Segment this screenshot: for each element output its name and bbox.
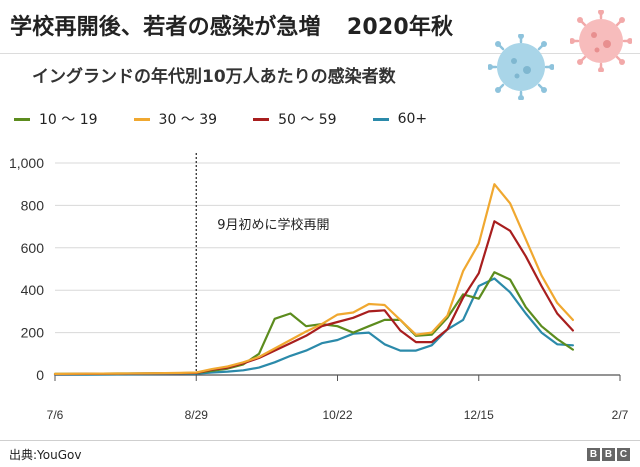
x-tick-label: 12/15 [464, 408, 494, 422]
legend-swatch-60plus [372, 117, 389, 121]
footer-divider [0, 440, 640, 441]
series-line [53, 277, 575, 376]
legend-item-30-39: 30 〜 39 [133, 109, 218, 129]
legend-item-60plus: 60+ [372, 111, 428, 127]
legend-item-50-59: 50 〜 59 [253, 109, 337, 129]
chart-title-text: 学校再開後、若者の感染が急増 [10, 15, 321, 40]
x-tick-label: 7/6 [47, 408, 64, 422]
legend-item-10-19: 10 〜 19 [14, 109, 98, 129]
source-note: 出典:YouGov [9, 448, 82, 462]
annotation-label: 9月初めに学校再開 [217, 217, 329, 233]
line-chart: 9月初めに学校再開 0 200 400 600 800 1,000 7/6 8/29 10/22… [9, 153, 629, 422]
virus-illustration-pink [570, 10, 632, 72]
legend-label-60plus: 60+ [397, 111, 428, 127]
y-tick-label: 600 [21, 240, 45, 256]
header-divider [0, 53, 640, 54]
chart-legend: 10 〜 19 30 〜 39 50 〜 59 60+ [14, 108, 463, 130]
y-tick-label: 1,000 [9, 155, 44, 171]
series-line [53, 271, 575, 375]
series-line [53, 220, 575, 376]
bbc-logo-block: B [602, 448, 615, 461]
chart-subtitle: イングランドの年代別10万人あたりの感染者数 [32, 67, 396, 87]
legend-swatch-10-19 [14, 117, 30, 121]
series-line [53, 183, 575, 375]
bbc-logo: B B C [587, 448, 630, 461]
y-tick-label: 0 [36, 367, 44, 383]
chart-title: 学校再開後、若者の感染が急増 2020年秋 [10, 9, 480, 41]
legend-swatch-50-59 [253, 117, 270, 121]
x-tick-label: 10/22 [322, 408, 352, 422]
x-tick-label: 2/7 [612, 408, 629, 422]
legend-label-10-19: 10 〜 19 [39, 112, 98, 128]
y-tick-label: 800 [21, 197, 45, 213]
y-tick-label: 200 [21, 325, 45, 341]
legend-label-30-39: 30 〜 39 [158, 112, 218, 128]
virus-illustration-blue [488, 34, 554, 100]
legend-swatch-30-39 [133, 117, 150, 121]
chart-title-year: 2020年秋 [346, 15, 454, 40]
y-tick-label: 400 [21, 282, 45, 298]
x-tick-label: 8/29 [185, 408, 209, 422]
legend-label-50-59: 50 〜 59 [278, 112, 337, 128]
bbc-logo-block: C [617, 448, 630, 461]
bbc-logo-block: B [587, 448, 600, 461]
